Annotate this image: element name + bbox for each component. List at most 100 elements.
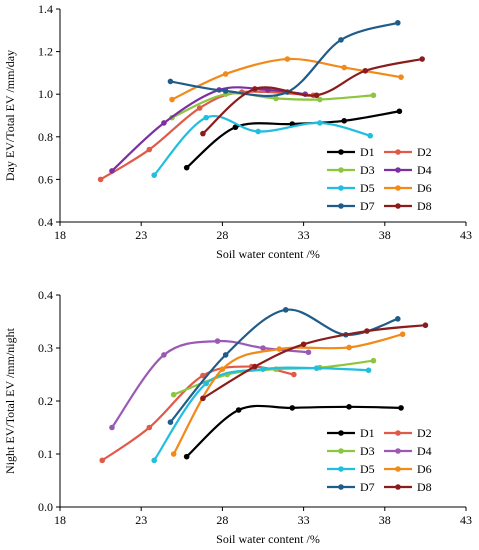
data-point-d7 [338, 37, 344, 43]
chart-panel-1: 18 23 28 33 38 43 0.4 0.6 0.8 1.0 1.2 1.4 Soil water… [3, 2, 472, 261]
legend-label: D1 [360, 426, 375, 440]
legend-swatch-marker [395, 167, 401, 173]
data-point-d5 [151, 172, 157, 178]
legend-label: D5 [360, 181, 375, 195]
data-point-d8 [364, 328, 370, 334]
x-tick-label: 43 [460, 228, 472, 242]
y-tick-label: 0.6 [38, 172, 53, 186]
data-point-d5 [151, 457, 157, 464]
legend-item-d3: D3 [327, 163, 375, 177]
y-tick-label: 0.2 [38, 394, 53, 408]
data-point-d6 [276, 346, 283, 352]
data-point-d8 [422, 322, 429, 329]
legend-label: D7 [360, 199, 375, 213]
series-line-d7 [169, 308, 399, 423]
data-point-d1 [398, 405, 404, 411]
data-point-d4 [161, 120, 167, 126]
y-tick-label: 0.4 [38, 215, 53, 229]
data-point-d4 [214, 338, 221, 344]
y-tick-label: 1.2 [38, 45, 53, 59]
legend-swatch-marker [395, 448, 401, 454]
data-point-d8 [313, 92, 320, 99]
data-point-d7 [394, 20, 401, 26]
data-point-d8 [300, 341, 307, 348]
legend-item-d6: D6 [384, 181, 432, 195]
data-point-d1 [235, 407, 242, 413]
data-point-d6 [169, 96, 175, 103]
legend-swatch-marker [338, 466, 344, 472]
data-point-d5 [255, 128, 261, 135]
data-point-d5 [317, 120, 323, 126]
data-point-d5 [367, 132, 373, 139]
legend-swatch-marker [338, 149, 344, 155]
legend-item-d7: D7 [327, 199, 375, 213]
data-point-d1 [346, 404, 352, 410]
legend-item-d1: D1 [327, 145, 375, 159]
legend-label: D4 [417, 444, 432, 458]
legend-swatch-marker [395, 149, 401, 155]
legend-swatch-marker [338, 167, 344, 173]
chart-panel-2: 18 23 28 33 38 43 0.0 0.1 0.2 0.3 0.4 Soil water co… [3, 288, 472, 546]
legend-swatch-marker [338, 185, 344, 191]
series-d6 [169, 56, 404, 103]
data-point-d2 [200, 372, 206, 379]
y-tick-label: 0.4 [38, 288, 53, 302]
data-point-d7 [394, 316, 401, 322]
series-d5 [151, 365, 372, 464]
data-point-d8 [200, 130, 206, 137]
legend-item-d4: D4 [384, 163, 432, 177]
data-point-d8 [419, 56, 425, 62]
series-d2 [99, 363, 297, 464]
y-tick-label: 0.3 [38, 341, 53, 355]
y-axis-label: Day EV/Total EV /mm/day [3, 50, 17, 181]
data-point-d6 [219, 366, 226, 373]
data-point-d2 [146, 424, 153, 431]
data-point-d4 [109, 424, 115, 431]
series-d1 [183, 108, 403, 171]
series-line-d1 [185, 110, 400, 169]
data-point-d2 [196, 105, 203, 111]
legend-label: D2 [417, 426, 432, 440]
legend-label: D7 [360, 480, 375, 494]
data-point-d6 [284, 56, 291, 62]
data-point-d6 [341, 64, 348, 71]
data-point-d7 [222, 88, 229, 94]
legend-swatch-marker [395, 203, 401, 209]
legend-label: D5 [360, 462, 375, 476]
legend-item-d8: D8 [384, 480, 432, 494]
x-tick-label: 23 [135, 228, 147, 242]
data-point-d2 [291, 371, 297, 378]
x-tick-label: 18 [54, 228, 66, 242]
data-point-d1 [289, 405, 296, 411]
series-d8 [200, 56, 425, 137]
legend-label: D3 [360, 163, 375, 177]
data-point-d3 [370, 92, 377, 99]
x-tick-label: 18 [54, 513, 66, 527]
data-point-d3 [273, 95, 279, 102]
legend-swatch-marker [395, 484, 401, 490]
data-point-d1 [341, 118, 348, 124]
data-point-d1 [183, 164, 190, 171]
legend-item-d7: D7 [327, 480, 375, 494]
legend-item-d2: D2 [384, 426, 432, 440]
legend-label: D6 [417, 462, 432, 476]
legend-item-d5: D5 [327, 181, 375, 195]
data-point-d4 [161, 352, 167, 358]
data-point-d8 [200, 395, 206, 402]
x-tick-label: 28 [216, 228, 228, 242]
series-d5 [151, 114, 373, 178]
x-tick-label: 43 [460, 513, 472, 527]
data-point-d1 [396, 108, 403, 115]
x-tick-label: 23 [135, 513, 147, 527]
data-point-d8 [252, 86, 258, 92]
data-point-d4 [109, 168, 115, 174]
y-tick-label: 1.4 [38, 2, 53, 16]
legend-swatch-marker [395, 185, 401, 191]
legend-swatch-marker [338, 484, 344, 490]
legend-item-d6: D6 [384, 462, 432, 476]
data-point-d7 [167, 419, 174, 426]
data-point-d5 [260, 366, 266, 373]
data-point-d1 [232, 124, 239, 131]
data-point-d6 [346, 344, 352, 351]
legend-swatch-marker [338, 430, 344, 436]
